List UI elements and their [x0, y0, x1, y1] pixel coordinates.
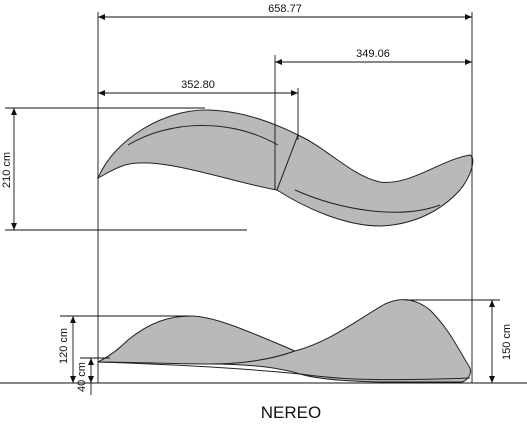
label-height-right: 150 cm: [501, 324, 513, 360]
label-plan-depth: 210 cm: [1, 152, 13, 188]
side-view: [0, 299, 527, 384]
label-seat-height: 40 cm: [76, 362, 88, 392]
label-right-section: 349.06: [356, 48, 390, 60]
plan-right-shape: [276, 134, 474, 227]
side-seat-line: [97, 361, 471, 381]
side-right-shape: [209, 299, 471, 383]
drawing-caption: NEREO: [261, 403, 321, 422]
label-height-left: 120 cm: [58, 328, 70, 364]
label-left-section: 352.80: [181, 79, 215, 91]
plan-view: [97, 109, 474, 227]
plan-inner-line-right: [294, 189, 441, 213]
side-left-shape: [97, 315, 297, 365]
label-overall-width: 658.77: [268, 3, 302, 15]
plan-inner-line-left: [127, 125, 279, 146]
plan-left-shape: [97, 109, 299, 191]
dimension-lines: [5, 12, 500, 395]
